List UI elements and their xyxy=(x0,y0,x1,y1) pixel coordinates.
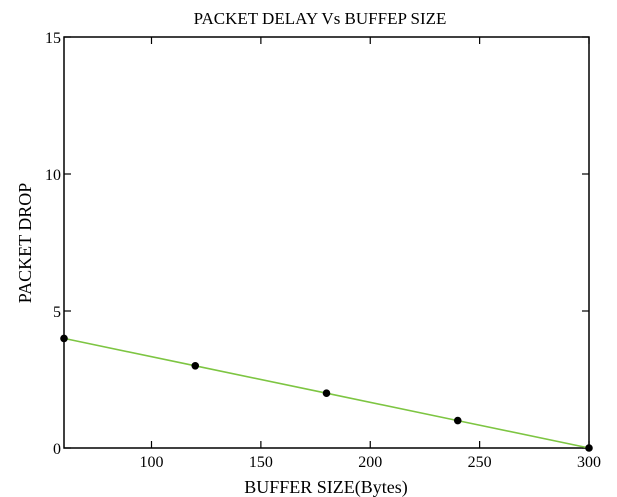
y-axis-ticks: 0 5 10 15 xyxy=(45,30,589,458)
y-tick-label: 5 xyxy=(53,304,61,321)
data-point xyxy=(60,334,68,343)
data-point xyxy=(585,444,593,452)
x-tick-label: 150 xyxy=(249,454,273,471)
x-tick-label: 200 xyxy=(358,454,382,471)
chart-title: PACKET DELAY Vs BUFFEP SIZE xyxy=(194,9,447,28)
x-tick-label: 250 xyxy=(468,454,492,471)
data-series xyxy=(60,334,593,452)
x-axis-ticks: 100 150 200 250 300 xyxy=(140,37,601,471)
y-tick-label: 0 xyxy=(53,441,61,458)
x-tick-label: 300 xyxy=(577,454,601,471)
x-tick-label: 100 xyxy=(140,454,164,471)
y-tick-label: 10 xyxy=(45,167,61,184)
y-axis-label: PACKET DROP xyxy=(15,183,35,304)
data-point xyxy=(453,416,462,425)
x-axis-label: BUFFER SIZE(Bytes) xyxy=(244,477,408,497)
y-tick-label: 15 xyxy=(45,30,61,47)
data-point xyxy=(191,362,200,370)
plot-frame xyxy=(63,36,590,449)
data-point xyxy=(322,389,331,398)
